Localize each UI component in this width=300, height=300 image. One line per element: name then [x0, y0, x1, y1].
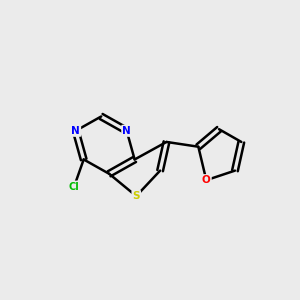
Text: S: S: [133, 191, 140, 201]
Text: O: O: [202, 175, 211, 185]
Text: N: N: [122, 126, 131, 136]
Text: N: N: [71, 126, 80, 136]
Text: Cl: Cl: [69, 182, 80, 191]
